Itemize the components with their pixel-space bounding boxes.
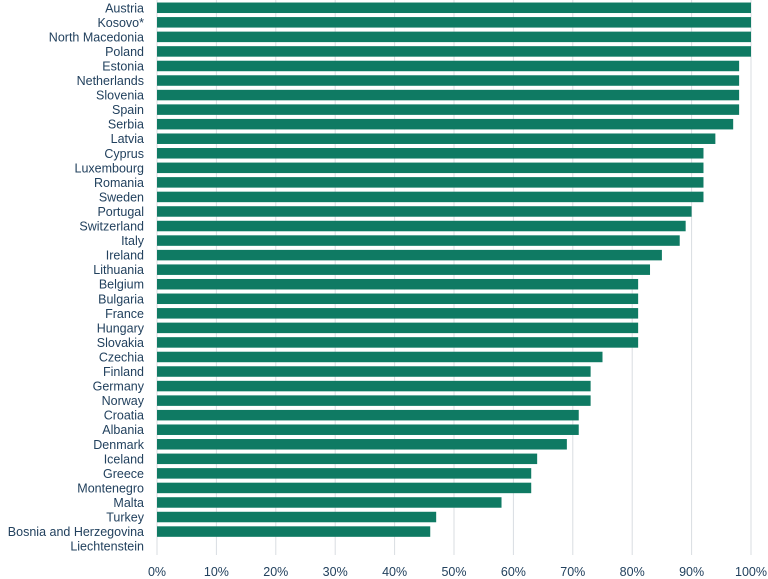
category-label: Bosnia and Herzegovina <box>8 525 144 539</box>
category-label: Turkey <box>106 511 144 525</box>
bar <box>157 468 532 479</box>
bar <box>157 206 692 217</box>
category-label: Spain <box>112 103 144 117</box>
category-label: Germany <box>93 380 145 394</box>
x-axis-ticks: 0% 10% 20% 30% 40% 50% 60% 70% 80% 90% 100% <box>148 565 767 579</box>
category-label: Ireland <box>106 249 144 263</box>
x-tick-label: 60% <box>501 565 526 579</box>
category-label: Slovenia <box>96 89 144 103</box>
x-tick-label: 80% <box>620 565 645 579</box>
category-label: Italy <box>121 234 145 248</box>
category-label: Malta <box>113 496 144 510</box>
bar <box>157 17 751 28</box>
bar <box>157 366 591 377</box>
category-label: Serbia <box>108 118 144 132</box>
bar <box>157 453 538 465</box>
category-label: Finland <box>103 365 144 379</box>
category-label: Lithuania <box>93 263 144 277</box>
bar <box>157 278 639 290</box>
bar <box>157 177 704 188</box>
bar <box>157 249 662 261</box>
category-label: Czechia <box>99 350 144 364</box>
category-label: Estonia <box>102 59 144 73</box>
x-tick-label: 20% <box>263 565 288 579</box>
bar <box>157 424 579 435</box>
x-tick-label: 40% <box>382 565 407 579</box>
x-tick-label: 70% <box>560 565 585 579</box>
bar <box>157 162 704 174</box>
category-label: Denmark <box>93 438 144 452</box>
bar <box>157 2 751 14</box>
x-tick-label: 50% <box>441 565 466 579</box>
x-tick-label: 0% <box>148 565 166 579</box>
x-tick-label: 100% <box>735 565 767 579</box>
bar <box>157 235 680 246</box>
bar <box>157 75 740 86</box>
bar <box>157 439 567 450</box>
category-label: France <box>105 307 144 321</box>
category-label: Albania <box>102 423 144 437</box>
category-label: Greece <box>103 467 144 481</box>
bar <box>157 293 639 305</box>
bar <box>157 60 740 72</box>
category-label: Montenegro <box>77 481 144 495</box>
bar <box>157 220 686 232</box>
bar <box>157 526 431 537</box>
category-label: Kosovo* <box>97 16 144 30</box>
category-label: North Macedonia <box>49 30 144 44</box>
category-label: Poland <box>105 45 144 59</box>
bar <box>157 322 639 334</box>
category-label: Netherlands <box>77 74 144 88</box>
category-label: Luxembourg <box>75 161 145 175</box>
category-label: Austria <box>105 1 144 15</box>
category-label: Cyprus <box>104 147 144 161</box>
category-label: Romania <box>94 176 144 190</box>
category-label: Bulgaria <box>98 292 144 306</box>
bar <box>157 395 591 406</box>
bar <box>157 351 603 363</box>
bar <box>157 104 740 115</box>
bar <box>157 133 716 144</box>
bar <box>157 497 502 508</box>
category-label: Slovakia <box>97 336 144 350</box>
x-tick-label: 30% <box>323 565 348 579</box>
category-label: Croatia <box>104 409 144 423</box>
category-label: Switzerland <box>79 220 144 234</box>
bars <box>157 2 751 537</box>
bar <box>157 337 639 348</box>
bar <box>157 264 651 275</box>
x-tick-label: 10% <box>204 565 229 579</box>
bar <box>157 409 579 421</box>
bar <box>157 380 591 392</box>
category-label: Portugal <box>97 205 144 219</box>
category-label: Norway <box>102 394 145 408</box>
category-label: Hungary <box>97 321 145 335</box>
category-label: Liechtenstein <box>70 540 144 554</box>
bar <box>157 89 740 101</box>
bar <box>157 148 704 159</box>
category-label: Iceland <box>104 452 144 466</box>
bar <box>157 308 639 319</box>
category-label: Belgium <box>99 278 144 292</box>
category-label: Latvia <box>111 132 144 146</box>
bar <box>157 46 751 57</box>
category-label: Sweden <box>99 190 144 204</box>
bar <box>157 482 532 494</box>
x-tick-label: 90% <box>679 565 704 579</box>
bar <box>157 511 437 523</box>
bar <box>157 191 704 203</box>
bar <box>157 118 734 130</box>
bar <box>157 31 751 43</box>
